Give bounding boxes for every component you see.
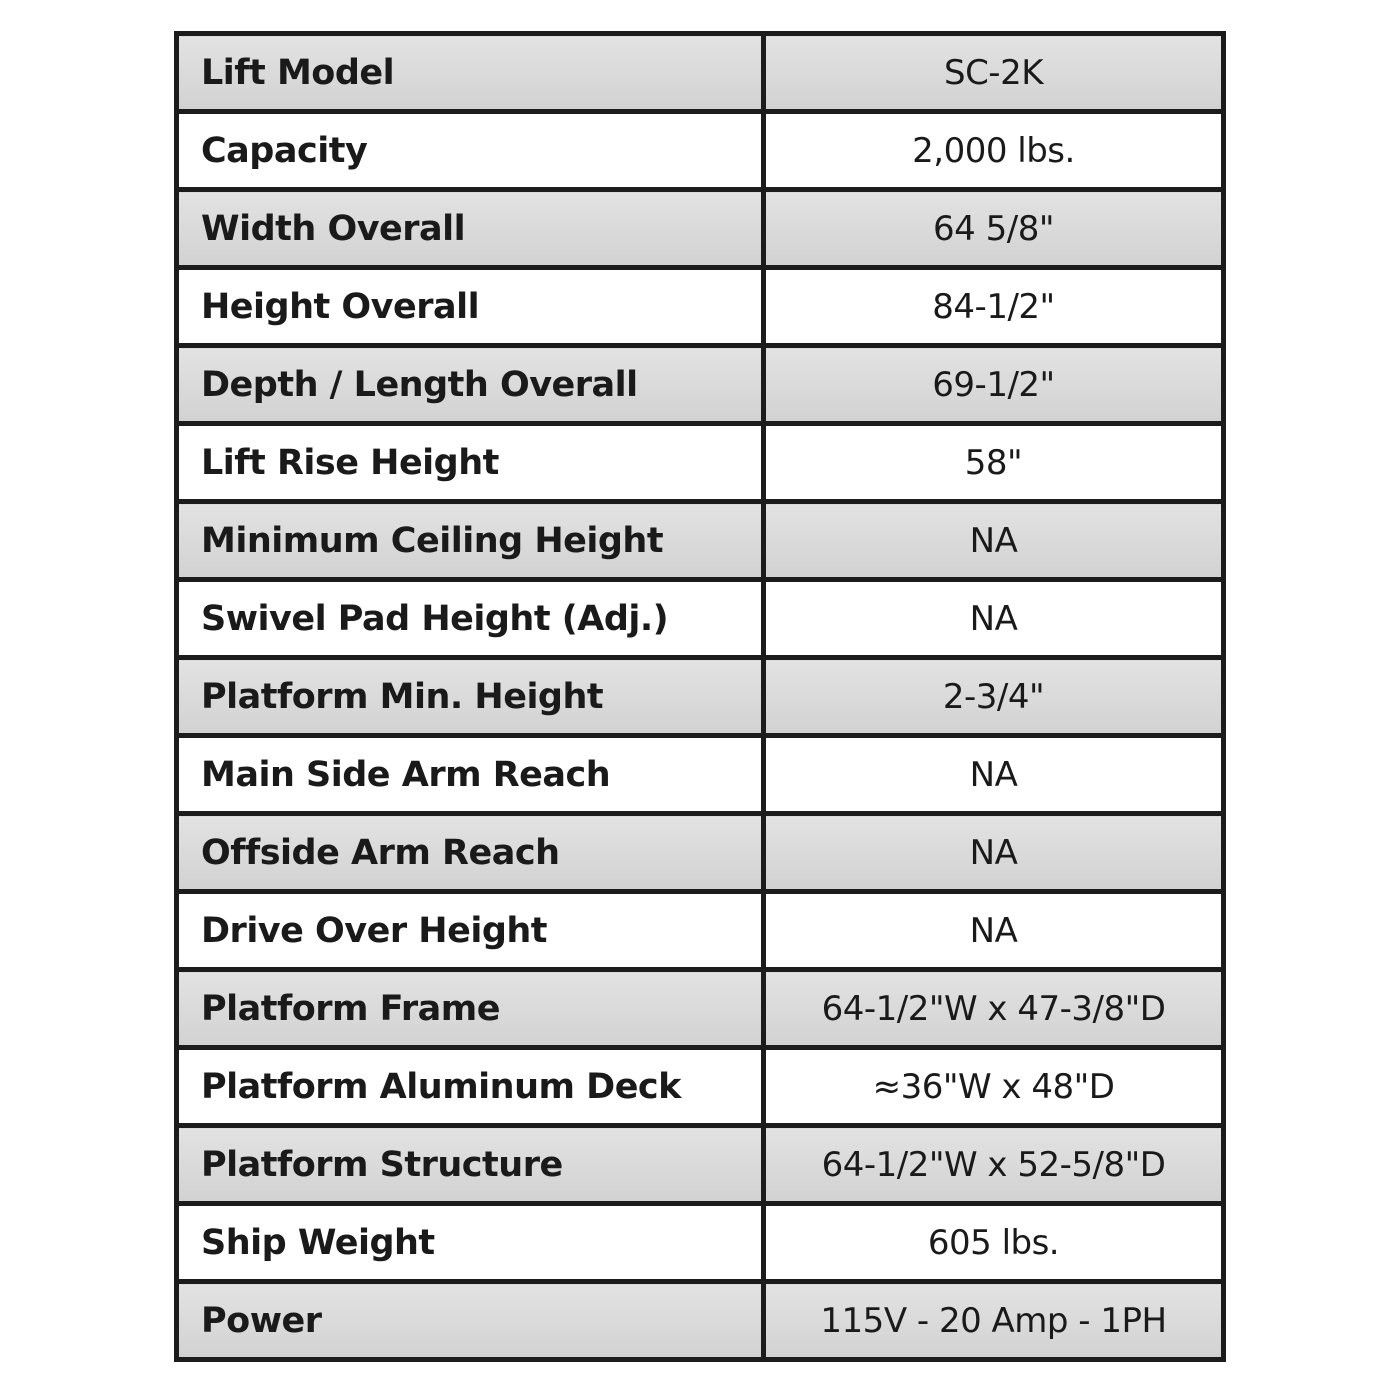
table-row: Power 115V - 20 Amp - 1PH: [174, 1279, 1226, 1362]
spec-value: 605 lbs.: [761, 1201, 1226, 1284]
table-row: Depth / Length Overall 69-1/2": [174, 343, 1226, 426]
spec-label: Power: [174, 1279, 766, 1362]
spec-label: Offside Arm Reach: [174, 811, 766, 894]
spec-value: NA: [761, 577, 1226, 660]
spec-value: NA: [761, 733, 1226, 816]
spec-value: 64 5/8": [761, 187, 1226, 270]
spec-label: Platform Aluminum Deck: [174, 1045, 766, 1128]
spec-label: Swivel Pad Height (Adj.): [174, 577, 766, 660]
spec-table-body: Lift Model SC-2K Capacity 2,000 lbs. Width O…: [174, 31, 1226, 1362]
spec-label: Main Side Arm Reach: [174, 733, 766, 816]
table-row: Width Overall 64 5/8": [174, 187, 1226, 270]
table-row: Height Overall 84-1/2": [174, 265, 1226, 348]
table-row: Drive Over Height NA: [174, 889, 1226, 972]
spec-value: 69-1/2": [761, 343, 1226, 426]
spec-label: Platform Structure: [174, 1123, 766, 1206]
spec-label: Depth / Length Overall: [174, 343, 766, 426]
spec-label: Width Overall: [174, 187, 766, 270]
spec-label: Height Overall: [174, 265, 766, 348]
spec-value: 84-1/2": [761, 265, 1226, 348]
spec-label: Capacity: [174, 109, 766, 192]
spec-value: NA: [761, 499, 1226, 582]
table-row: Main Side Arm Reach NA: [174, 733, 1226, 816]
spec-label: Ship Weight: [174, 1201, 766, 1284]
table-row: Platform Aluminum Deck ≈36"W x 48"D: [174, 1045, 1226, 1128]
table-row: Platform Frame 64-1/2"W x 47-3/8"D: [174, 967, 1226, 1050]
table-row: Platform Structure 64-1/2"W x 52-5/8"D: [174, 1123, 1226, 1206]
table-row: Swivel Pad Height (Adj.) NA: [174, 577, 1226, 660]
spec-label: Drive Over Height: [174, 889, 766, 972]
spec-value: SC-2K: [761, 31, 1226, 114]
spec-label: Platform Min. Height: [174, 655, 766, 738]
table-row: Ship Weight 605 lbs.: [174, 1201, 1226, 1284]
table-row: Minimum Ceiling Height NA: [174, 499, 1226, 582]
spec-value: 58": [761, 421, 1226, 504]
spec-label: Lift Model: [174, 31, 766, 114]
table-row: Offside Arm Reach NA: [174, 811, 1226, 894]
spec-value: 2,000 lbs.: [761, 109, 1226, 192]
spec-value: NA: [761, 889, 1226, 972]
spec-label: Lift Rise Height: [174, 421, 766, 504]
spec-table: Lift Model SC-2K Capacity 2,000 lbs. Width O…: [174, 31, 1226, 1362]
spec-value: 64-1/2"W x 52-5/8"D: [761, 1123, 1226, 1206]
spec-value: 115V - 20 Amp - 1PH: [761, 1279, 1226, 1362]
spec-value: 2-3/4": [761, 655, 1226, 738]
spec-value: 64-1/2"W x 47-3/8"D: [761, 967, 1226, 1050]
spec-label: Minimum Ceiling Height: [174, 499, 766, 582]
table-row: Lift Rise Height 58": [174, 421, 1226, 504]
table-row: Capacity 2,000 lbs.: [174, 109, 1226, 192]
table-row: Lift Model SC-2K: [174, 31, 1226, 114]
table-row: Platform Min. Height 2-3/4": [174, 655, 1226, 738]
spec-value: ≈36"W x 48"D: [761, 1045, 1226, 1128]
spec-value: NA: [761, 811, 1226, 894]
spec-label: Platform Frame: [174, 967, 766, 1050]
